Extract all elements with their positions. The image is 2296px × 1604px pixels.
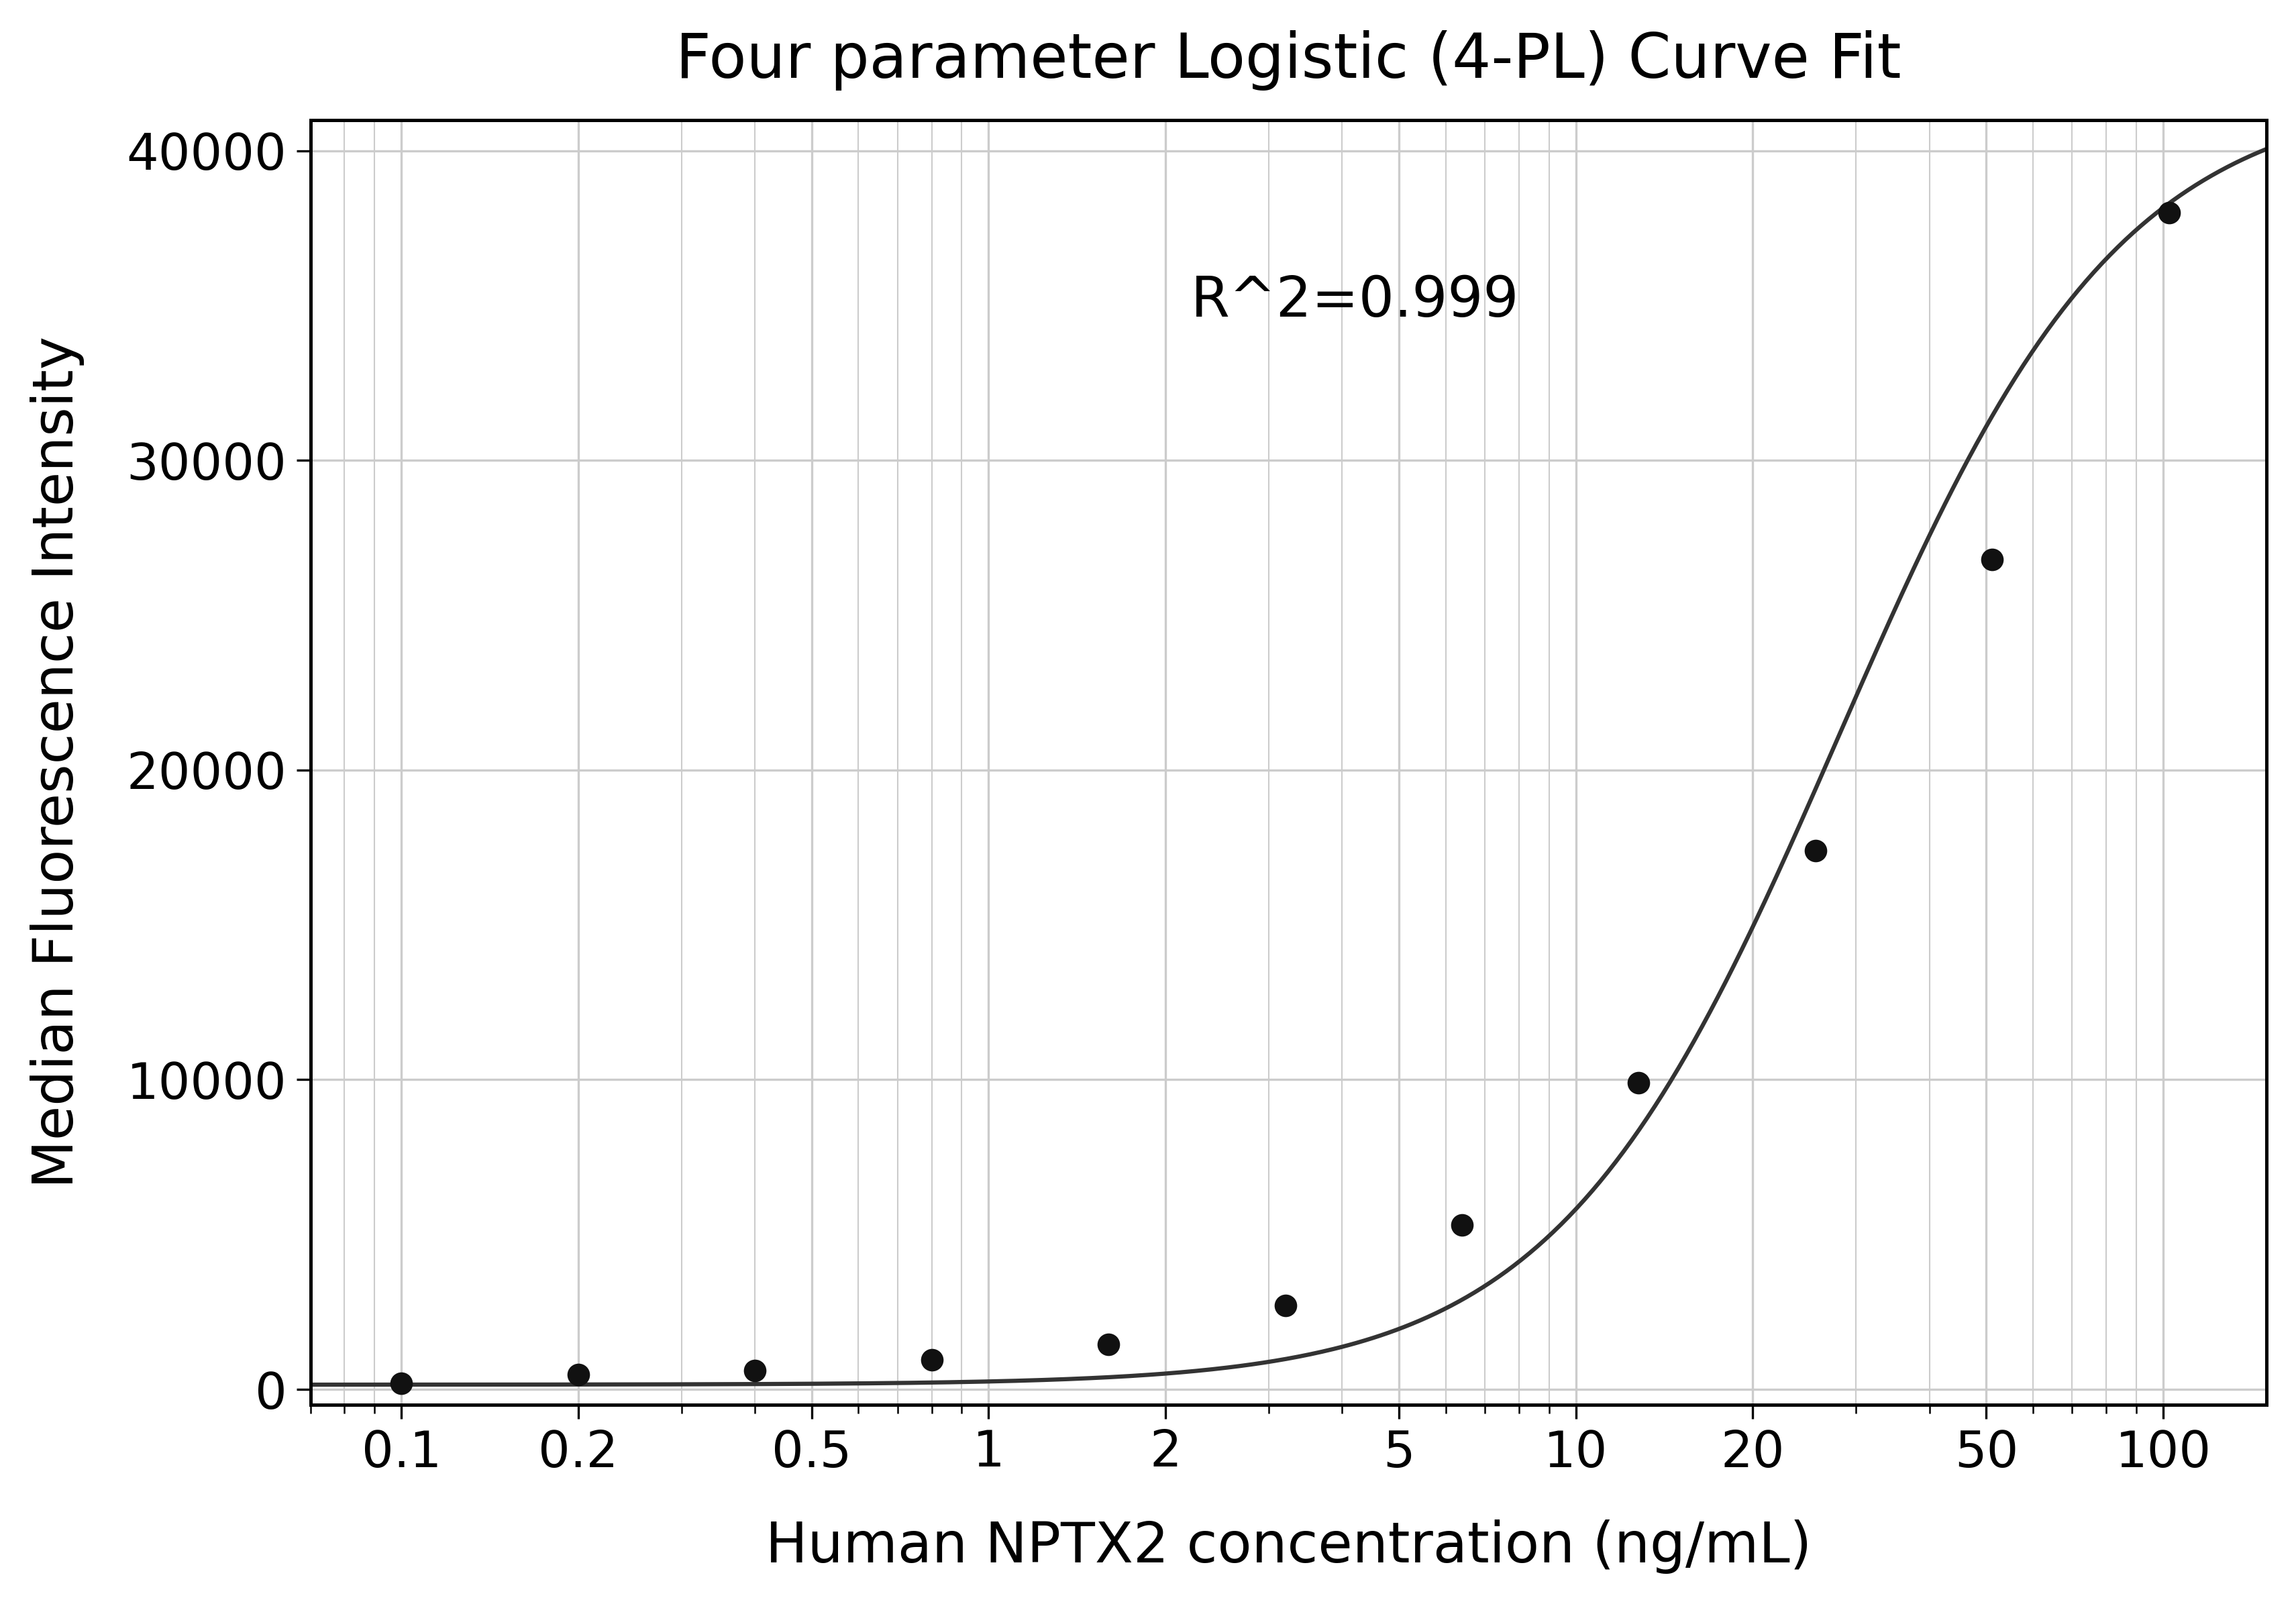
Title: Four parameter Logistic (4-PL) Curve Fit: Four parameter Logistic (4-PL) Curve Fit (675, 30, 1901, 90)
X-axis label: Human NPTX2 concentration (ng/mL): Human NPTX2 concentration (ng/mL) (765, 1519, 1812, 1574)
Point (383, 1370, 420, 1395)
Point (2149, 200, 2186, 226)
Point (1267, 1293, 1304, 1318)
Y-axis label: Median Fluorescence Intensity: Median Fluorescence Intensity (30, 337, 85, 1189)
Point (737, 1359, 774, 1384)
Text: R^2=0.999: R^2=0.999 (1189, 274, 1518, 329)
Point (1621, 1070, 1658, 1096)
Point (1972, 547, 2009, 573)
Point (1444, 1213, 1481, 1238)
Point (1091, 1331, 1127, 1357)
Point (560, 1362, 597, 1387)
Point (914, 1347, 951, 1373)
Point (1798, 837, 1835, 863)
